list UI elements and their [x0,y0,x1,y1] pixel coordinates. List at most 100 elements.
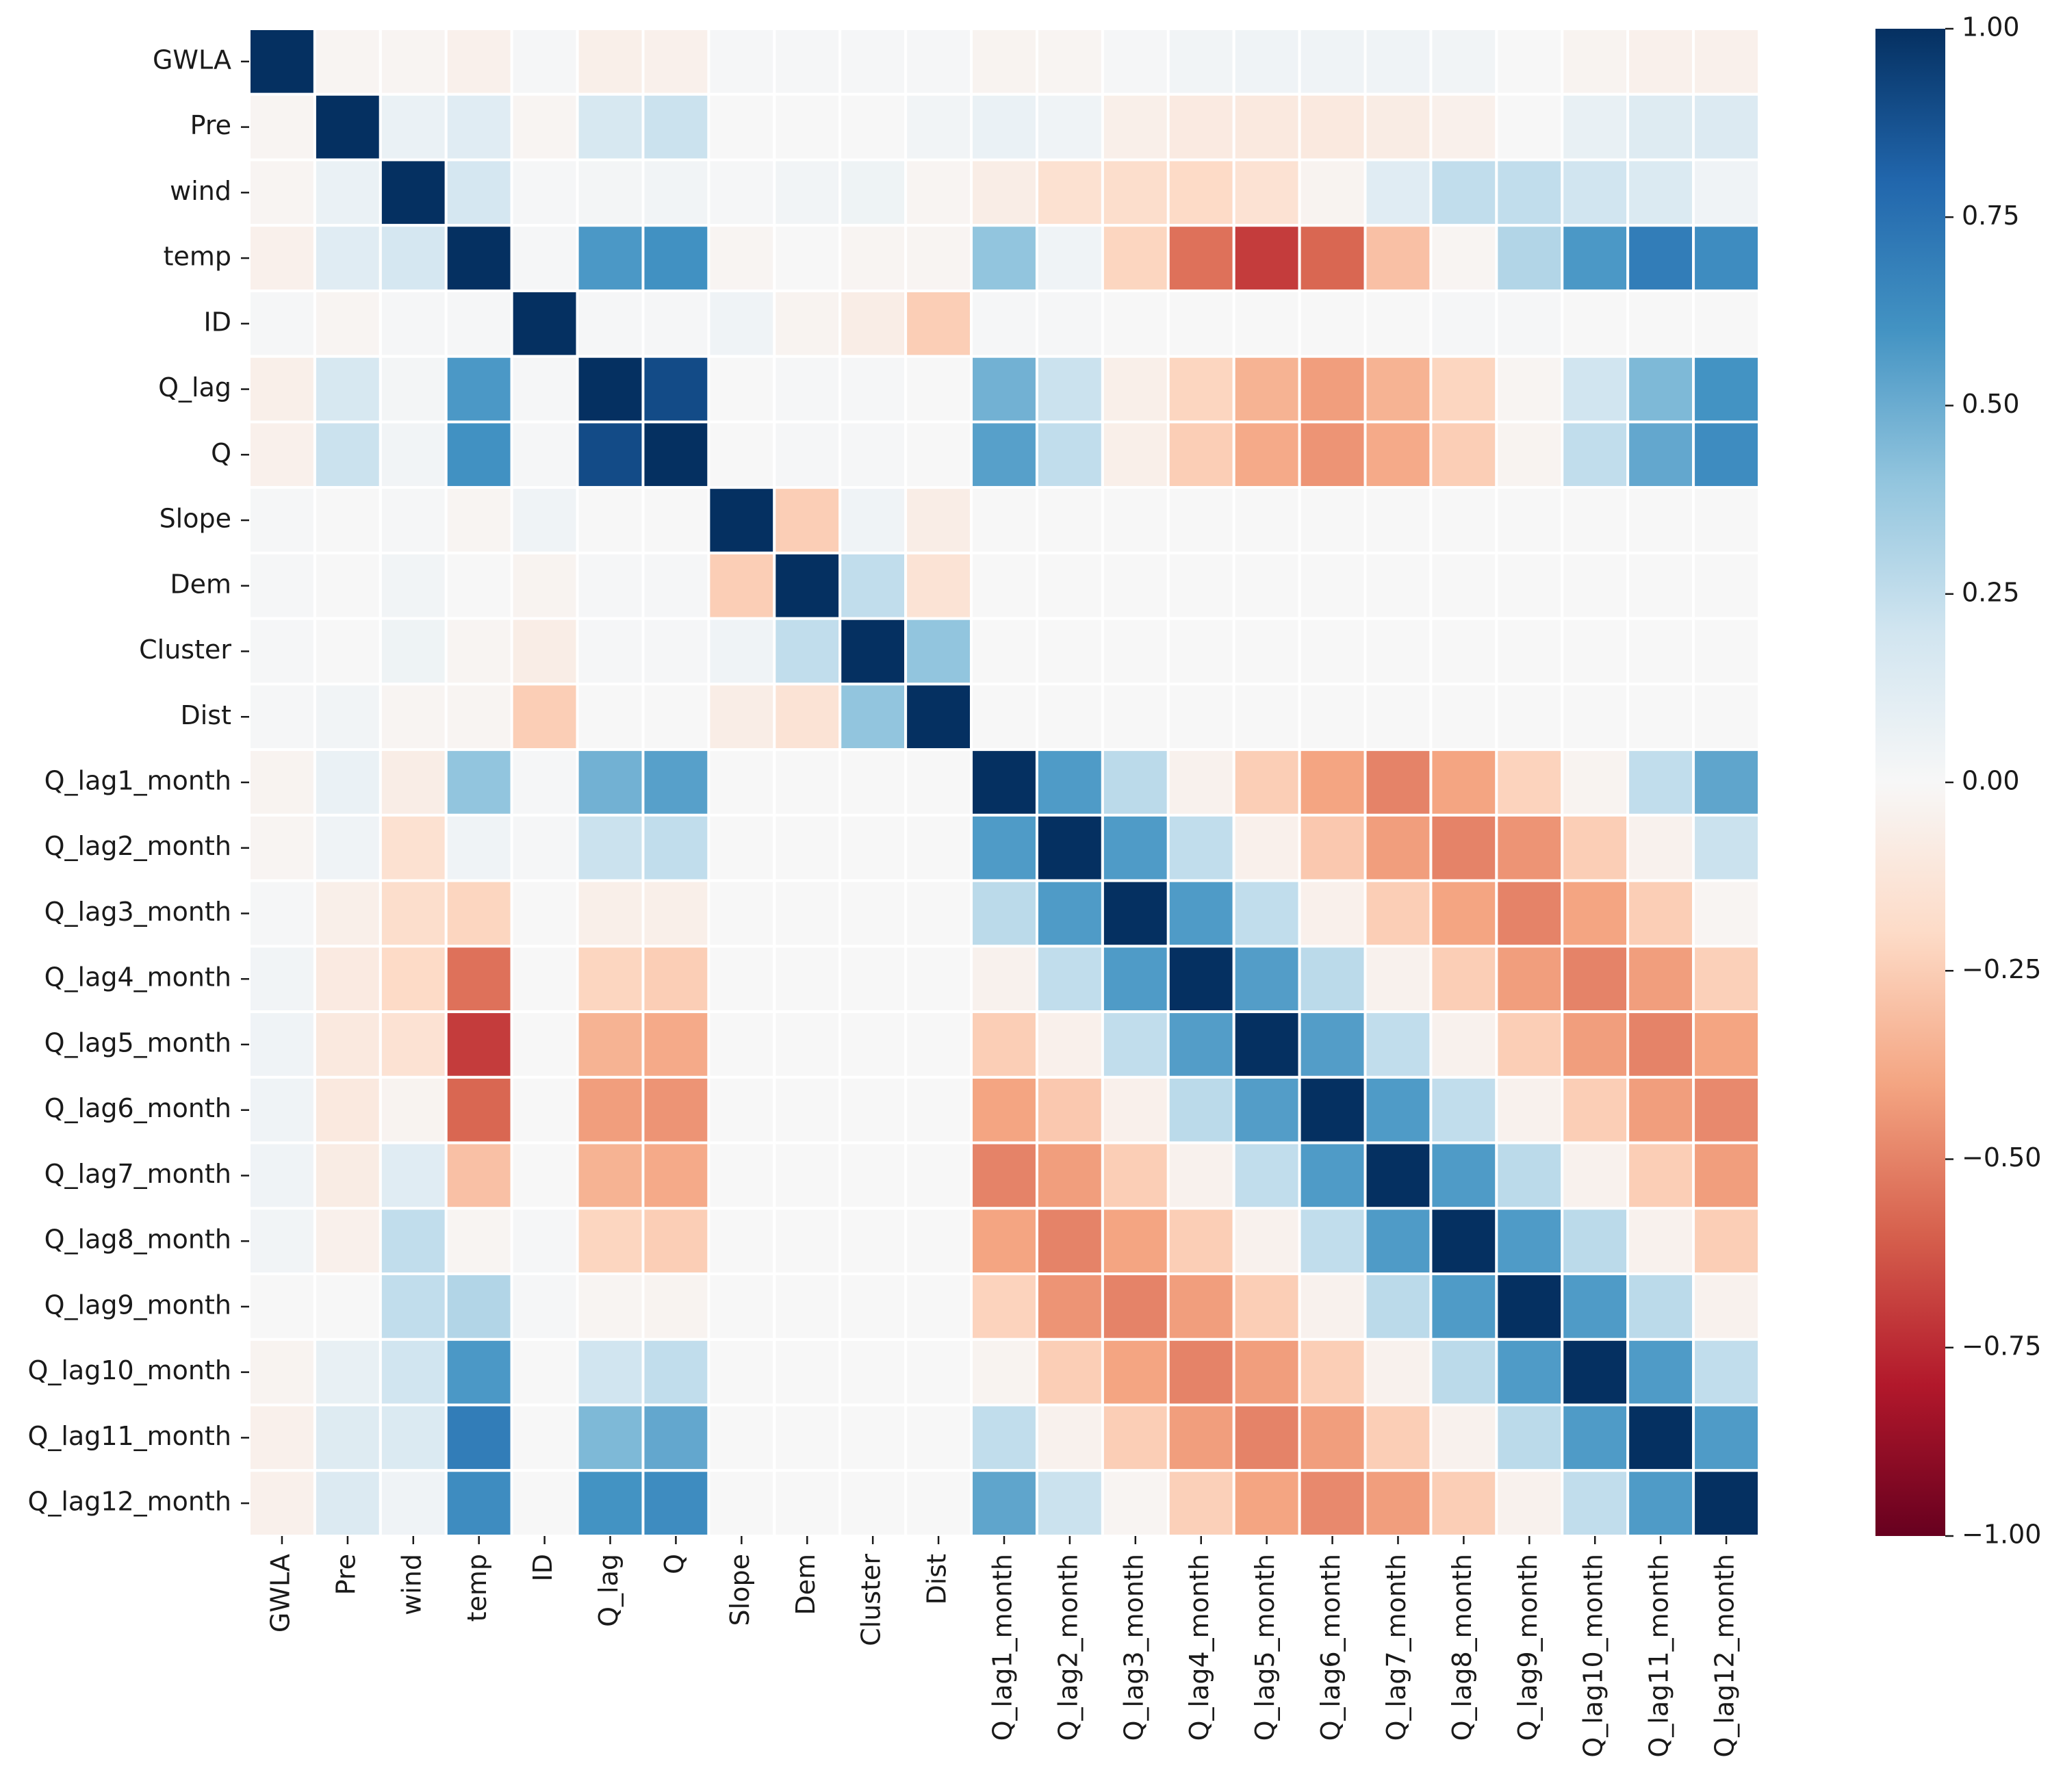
heatmap-cell-q-lag5-month-dist [904,1010,973,1079]
heatmap-cell-temp-q-lag7-month [1363,224,1433,292]
heatmap-cell-q-lag2-month-temp [444,813,513,882]
heatmap-cell-q-lag7-month-q-lag10-month [1561,1141,1630,1210]
heatmap-cell-q-lag9-month-q-lag8-month [1429,1272,1498,1341]
heatmap-cell-q-lag4-month-cluster [838,945,908,1014]
heatmap-cell-gwla-cluster [838,27,908,96]
heatmap-cell-dist-q-lag5-month [1232,682,1301,752]
heatmap-cell-q-lag1-month-q-lag3-month [1101,748,1170,817]
heatmap-cell-q-lag7-month-q-lag12-month [1692,1141,1761,1210]
heatmap-cell-id-q-lag1-month [970,289,1038,358]
heatmap-cell-q-lag12-month-q-lag6-month [1298,1469,1367,1538]
heatmap-cell-q-lag8-month-dem [773,1207,842,1276]
heatmap-cell-id-pre [313,289,382,358]
heatmap-cell-q-lag6-month-slope [707,1075,776,1144]
heatmap-cell-q-lag10-month-pre [313,1337,382,1407]
heatmap-cell-q-lag6-month-q-lag8-month [1429,1075,1498,1144]
heatmap-cell-q-lag9-month-q-lag5-month [1232,1272,1301,1341]
heatmap-cell-q-lag11-month-dem [773,1403,842,1472]
heatmap-cell-q-lag4-month-q-lag12-month [1692,945,1761,1014]
heatmap-cell-temp-q-lag12-month [1692,224,1761,292]
heatmap-cell-q-lag7-month-pre [313,1141,382,1210]
heatmap-cell-dist-slope [707,682,776,752]
x-tick-label-pre: Pre [331,1554,361,1595]
heatmap-cell-dem-pre [313,551,382,620]
heatmap-cell-q-lag7-month-slope [707,1141,776,1210]
heatmap-cell-q-lag9-month-slope [707,1272,776,1341]
heatmap-cell-q-lag9-month-q-lag1-month [970,1272,1038,1341]
heatmap-cell-q-lag4-month-wind [379,945,448,1014]
heatmap-cell-q-lag-q-lag3-month [1101,355,1170,424]
heatmap-cell-dem-q-lag7-month [1363,551,1433,620]
heatmap-cell-q-lag6-month-q-lag12-month [1692,1075,1761,1144]
heatmap-cell-q-lag7-month-q-lag3-month [1101,1141,1170,1210]
heatmap-cell-id-q-lag [576,289,645,358]
heatmap-cell-q-lag5-month-q-lag5-month [1232,1010,1301,1079]
heatmap-cell-pre-q-lag5-month [1232,92,1301,162]
heatmap-cell-gwla-dem [773,27,842,96]
heatmap-cell-q-lag7-month-q-lag4-month [1166,1141,1235,1210]
heatmap-cell-q-lag4-month-q-lag3-month [1101,945,1170,1014]
y-tick-label-q-lag2-month: Q_lag2_month [44,831,231,861]
heatmap-cell-q-lag-q [641,355,710,424]
heatmap-cell-cluster-q-lag4-month [1166,617,1235,686]
heatmap-cell-q-lag5-month-gwla [248,1010,316,1079]
colorbar-tick-label: 0.00 [1962,766,2020,796]
heatmap-cell-q-lag12-month-q-lag9-month [1495,1469,1564,1538]
heatmap-cell-q-lag5-month-q-lag9-month [1495,1010,1564,1079]
heatmap-cell-q-lag6-month-q-lag9-month [1495,1075,1564,1144]
heatmap-cell-q-lag1-month-q-lag7-month [1363,748,1433,817]
heatmap-cell-cluster-q-lag12-month [1692,617,1761,686]
heatmap-cell-q-lag8-month-id [510,1207,579,1276]
heatmap-cell-q-lag-id [510,355,579,424]
heatmap-cell-q-lag8-month-q-lag11-month [1626,1207,1695,1276]
heatmap-cell-pre-q-lag10-month [1561,92,1630,162]
heatmap-cell-q-lag10-month-q-lag6-month [1298,1337,1367,1407]
heatmap-cell-q-lag2-month-slope [707,813,776,882]
heatmap-cell-q-lag12-month-wind [379,1469,448,1538]
heatmap-cell-gwla-q-lag12-month [1692,27,1761,96]
heatmap-cell-q-wind [379,420,448,489]
heatmap-cell-q-q-lag12-month [1692,420,1761,489]
heatmap-cell-q-lag1-month-q-lag6-month [1298,748,1367,817]
heatmap-cell-temp-q [641,224,710,292]
heatmap-cell-q-lag8-month-q-lag8-month [1429,1207,1498,1276]
y-tick-label-cluster: Cluster [139,635,231,665]
heatmap-cell-dist-q-lag6-month [1298,682,1367,752]
heatmap-cell-q-lag1-month-dist [904,748,973,817]
heatmap-cell-cluster-q-lag2-month [1035,617,1104,686]
x-tick-label-q-lag: Q_lag [593,1554,624,1627]
heatmap-cell-q-lag5-month-q-lag12-month [1692,1010,1761,1079]
heatmap-cell-q-lag11-month-cluster [838,1403,908,1472]
heatmap-cell-gwla-q-lag7-month [1363,27,1433,96]
heatmap-cell-q-lag7-month-temp [444,1141,513,1210]
heatmap-cell-q-lag9-month-temp [444,1272,513,1341]
heatmap-cell-q-lag12-month-dem [773,1469,842,1538]
heatmap-cell-cluster-q-lag [576,617,645,686]
y-tick-label-q: Q [211,438,231,468]
heatmap-cell-q-lag12-month-gwla [248,1469,316,1538]
heatmap-cell-q-lag-gwla [248,355,316,424]
heatmap-cell-q-lag8-month-q [641,1207,710,1276]
heatmap-cell-slope-q-lag3-month [1101,486,1170,554]
heatmap-cell-slope-id [510,486,579,554]
heatmap-cell-q-dist [904,420,973,489]
y-tick-label-q-lag5-month: Q_lag5_month [44,1027,231,1058]
heatmap-cell-q-lag10-month-q-lag10-month [1561,1337,1630,1407]
heatmap-cell-q-lag3-month-dist [904,879,973,948]
heatmap-cell-wind-q-lag12-month [1692,158,1761,227]
heatmap-cell-cluster-temp [444,617,513,686]
y-tick-label-q-lag: Q_lag [158,372,231,402]
heatmap-cell-q-lag5-month-q-lag4-month [1166,1010,1235,1079]
heatmap-cell-id-cluster [838,289,908,358]
colorbar-tick-label: −0.75 [1962,1331,2041,1361]
heatmap-cell-gwla-id [510,27,579,96]
heatmap-cell-q-q-lag1-month [970,420,1038,489]
heatmap-cell-q-lag2-month-q-lag12-month [1692,813,1761,882]
heatmap-cell-q-lag3-month-q-lag12-month [1692,879,1761,948]
heatmap-cell-q-lag6-month-q-lag2-month [1035,1075,1104,1144]
heatmap-cell-wind-q-lag2-month [1035,158,1104,227]
heatmap-cell-q-lag4-month-q-lag10-month [1561,945,1630,1014]
heatmap-cell-q-lag7-month-q-lag6-month [1298,1141,1367,1210]
heatmap-cell-q-lag6-month-q [641,1075,710,1144]
heatmap-cell-q-lag2-month-q-lag7-month [1363,813,1433,882]
